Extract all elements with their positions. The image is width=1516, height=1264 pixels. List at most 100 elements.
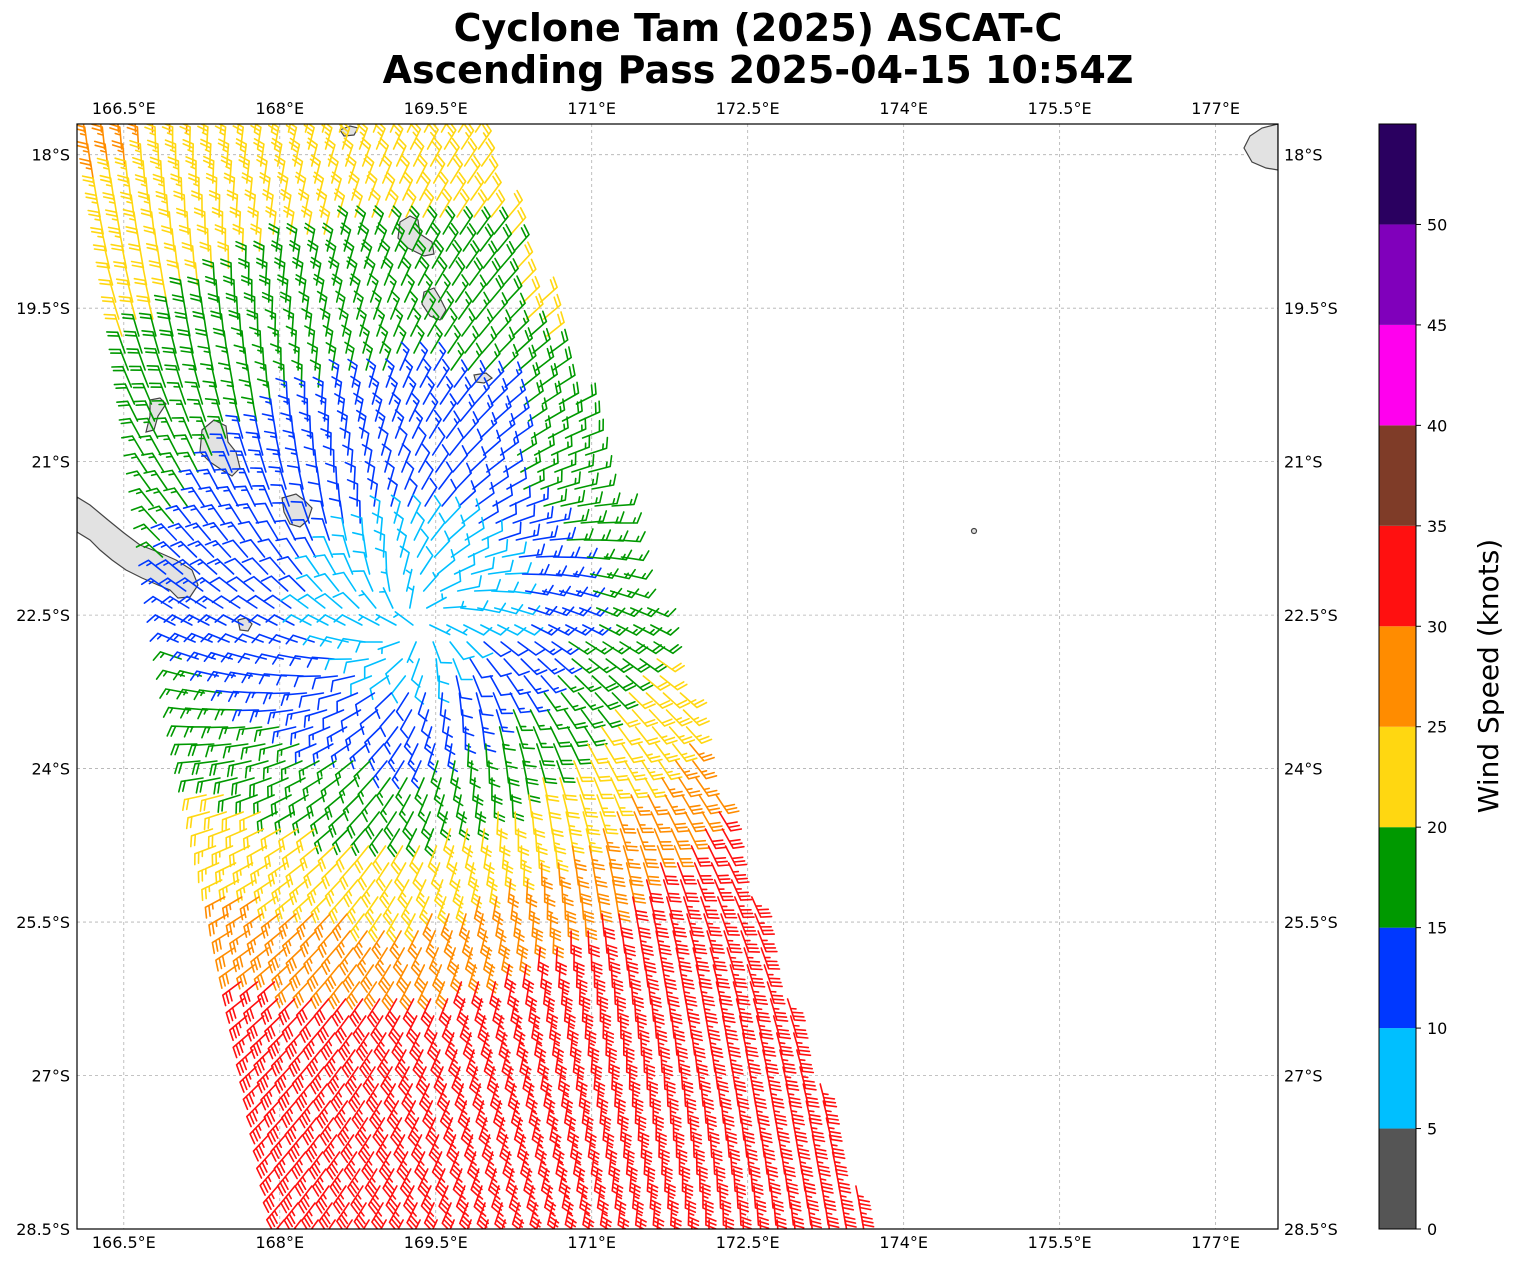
wind-barb bbox=[519, 1049, 532, 1079]
wind-barb bbox=[513, 224, 530, 252]
wind-barb bbox=[235, 879, 257, 903]
lat-tick-label-left: 22.5°S bbox=[16, 606, 70, 625]
wind-barb bbox=[714, 1066, 729, 1093]
wind-barb bbox=[357, 862, 373, 891]
wind-barb bbox=[264, 1015, 282, 1043]
wind-barb bbox=[722, 1202, 735, 1229]
wind-barb bbox=[221, 811, 244, 832]
wind-barb bbox=[478, 308, 494, 337]
wind-barb bbox=[309, 499, 328, 524]
wind-barb bbox=[228, 310, 242, 337]
wind-barb bbox=[270, 1134, 287, 1162]
wind-barb bbox=[634, 1100, 647, 1129]
wind-barb bbox=[373, 1032, 387, 1062]
wind-barb bbox=[368, 828, 384, 857]
wind-barb bbox=[567, 435, 591, 456]
wind-barb bbox=[476, 1202, 489, 1229]
wind-barb bbox=[509, 485, 531, 507]
wind-barb bbox=[628, 879, 647, 904]
wind-barb bbox=[481, 519, 504, 541]
wind-barb bbox=[717, 1083, 732, 1110]
wind-barb bbox=[208, 913, 229, 937]
wind-barb bbox=[441, 1202, 454, 1229]
wind-barb bbox=[197, 124, 209, 150]
wind-barb bbox=[163, 487, 188, 507]
wind-barb bbox=[785, 1083, 803, 1109]
wind-barb bbox=[473, 896, 486, 926]
wind-barb bbox=[81, 175, 98, 201]
wind-barb bbox=[774, 1117, 791, 1143]
wind-barb bbox=[180, 614, 210, 626]
wind-barb bbox=[452, 879, 464, 909]
wind-barb bbox=[679, 879, 700, 903]
wind-barb bbox=[364, 811, 381, 840]
wind-barb bbox=[495, 709, 515, 733]
wind-barb bbox=[206, 558, 235, 575]
wind-barb bbox=[645, 692, 674, 709]
colorbar-tick-label: 10 bbox=[1427, 1019, 1447, 1038]
wind-barb bbox=[436, 1083, 450, 1113]
wind-barb bbox=[642, 862, 662, 886]
wind-barb bbox=[244, 760, 269, 779]
lat-tick-label-right: 25.5°S bbox=[1284, 913, 1338, 932]
wind-barb bbox=[291, 154, 304, 184]
wind-barb bbox=[437, 273, 451, 303]
wind-barb bbox=[405, 568, 413, 592]
wind-barb bbox=[633, 811, 655, 834]
wind-barb bbox=[424, 828, 436, 858]
wind-barb bbox=[240, 275, 253, 303]
wind-barb bbox=[152, 173, 166, 201]
wind-barb bbox=[200, 363, 218, 388]
wind-barb bbox=[215, 947, 235, 972]
wind-barb bbox=[262, 692, 291, 705]
wind-barb bbox=[330, 171, 342, 201]
wind-barb bbox=[631, 709, 659, 728]
wind-barb bbox=[404, 1100, 417, 1130]
wind-barb bbox=[441, 478, 458, 507]
wind-barb bbox=[483, 947, 496, 977]
wind-barb bbox=[344, 341, 355, 371]
wind-barb bbox=[429, 624, 451, 636]
wind-barb bbox=[350, 828, 367, 856]
wind-barb bbox=[288, 794, 309, 818]
wind-barb bbox=[486, 964, 499, 994]
wind-barb bbox=[489, 981, 502, 1011]
wind-barb bbox=[582, 811, 601, 836]
wind-barb bbox=[555, 947, 568, 976]
wind-barb bbox=[131, 382, 153, 405]
wind-barb bbox=[585, 641, 615, 655]
wind-barb bbox=[428, 409, 442, 439]
wind-barb bbox=[196, 224, 210, 252]
wind-barb bbox=[715, 1168, 729, 1196]
wind-barb bbox=[459, 393, 476, 422]
wind-barb bbox=[319, 636, 349, 647]
wind-barb bbox=[182, 794, 207, 811]
wind-barb bbox=[222, 743, 249, 759]
wind-barb bbox=[414, 239, 427, 269]
wind-barb bbox=[599, 811, 619, 835]
wind-barb bbox=[178, 469, 202, 490]
wind-barb bbox=[204, 896, 226, 919]
wind-barb bbox=[252, 1134, 270, 1162]
wind-barb bbox=[298, 411, 312, 439]
wind-barb bbox=[201, 879, 223, 902]
colorbar-bin bbox=[1379, 726, 1416, 828]
wind-barb bbox=[511, 1202, 525, 1229]
wind-barb bbox=[728, 1049, 744, 1075]
wind-barb bbox=[427, 307, 440, 337]
wind-barb bbox=[363, 981, 378, 1010]
wind-barb bbox=[472, 675, 494, 698]
wind-barb bbox=[410, 307, 422, 337]
wind-barb bbox=[473, 1185, 486, 1215]
wind-barb bbox=[707, 1032, 724, 1058]
wind-barb bbox=[324, 964, 341, 993]
wind-barb bbox=[512, 309, 530, 337]
wind-barb bbox=[380, 568, 391, 592]
wind-barb bbox=[354, 692, 376, 717]
wind-barb bbox=[647, 981, 663, 1008]
wind-barb bbox=[319, 205, 331, 235]
wind-barb bbox=[416, 341, 429, 371]
wind-barb bbox=[746, 1151, 761, 1178]
wind-barb bbox=[470, 879, 483, 909]
wind-barb bbox=[646, 1066, 659, 1094]
